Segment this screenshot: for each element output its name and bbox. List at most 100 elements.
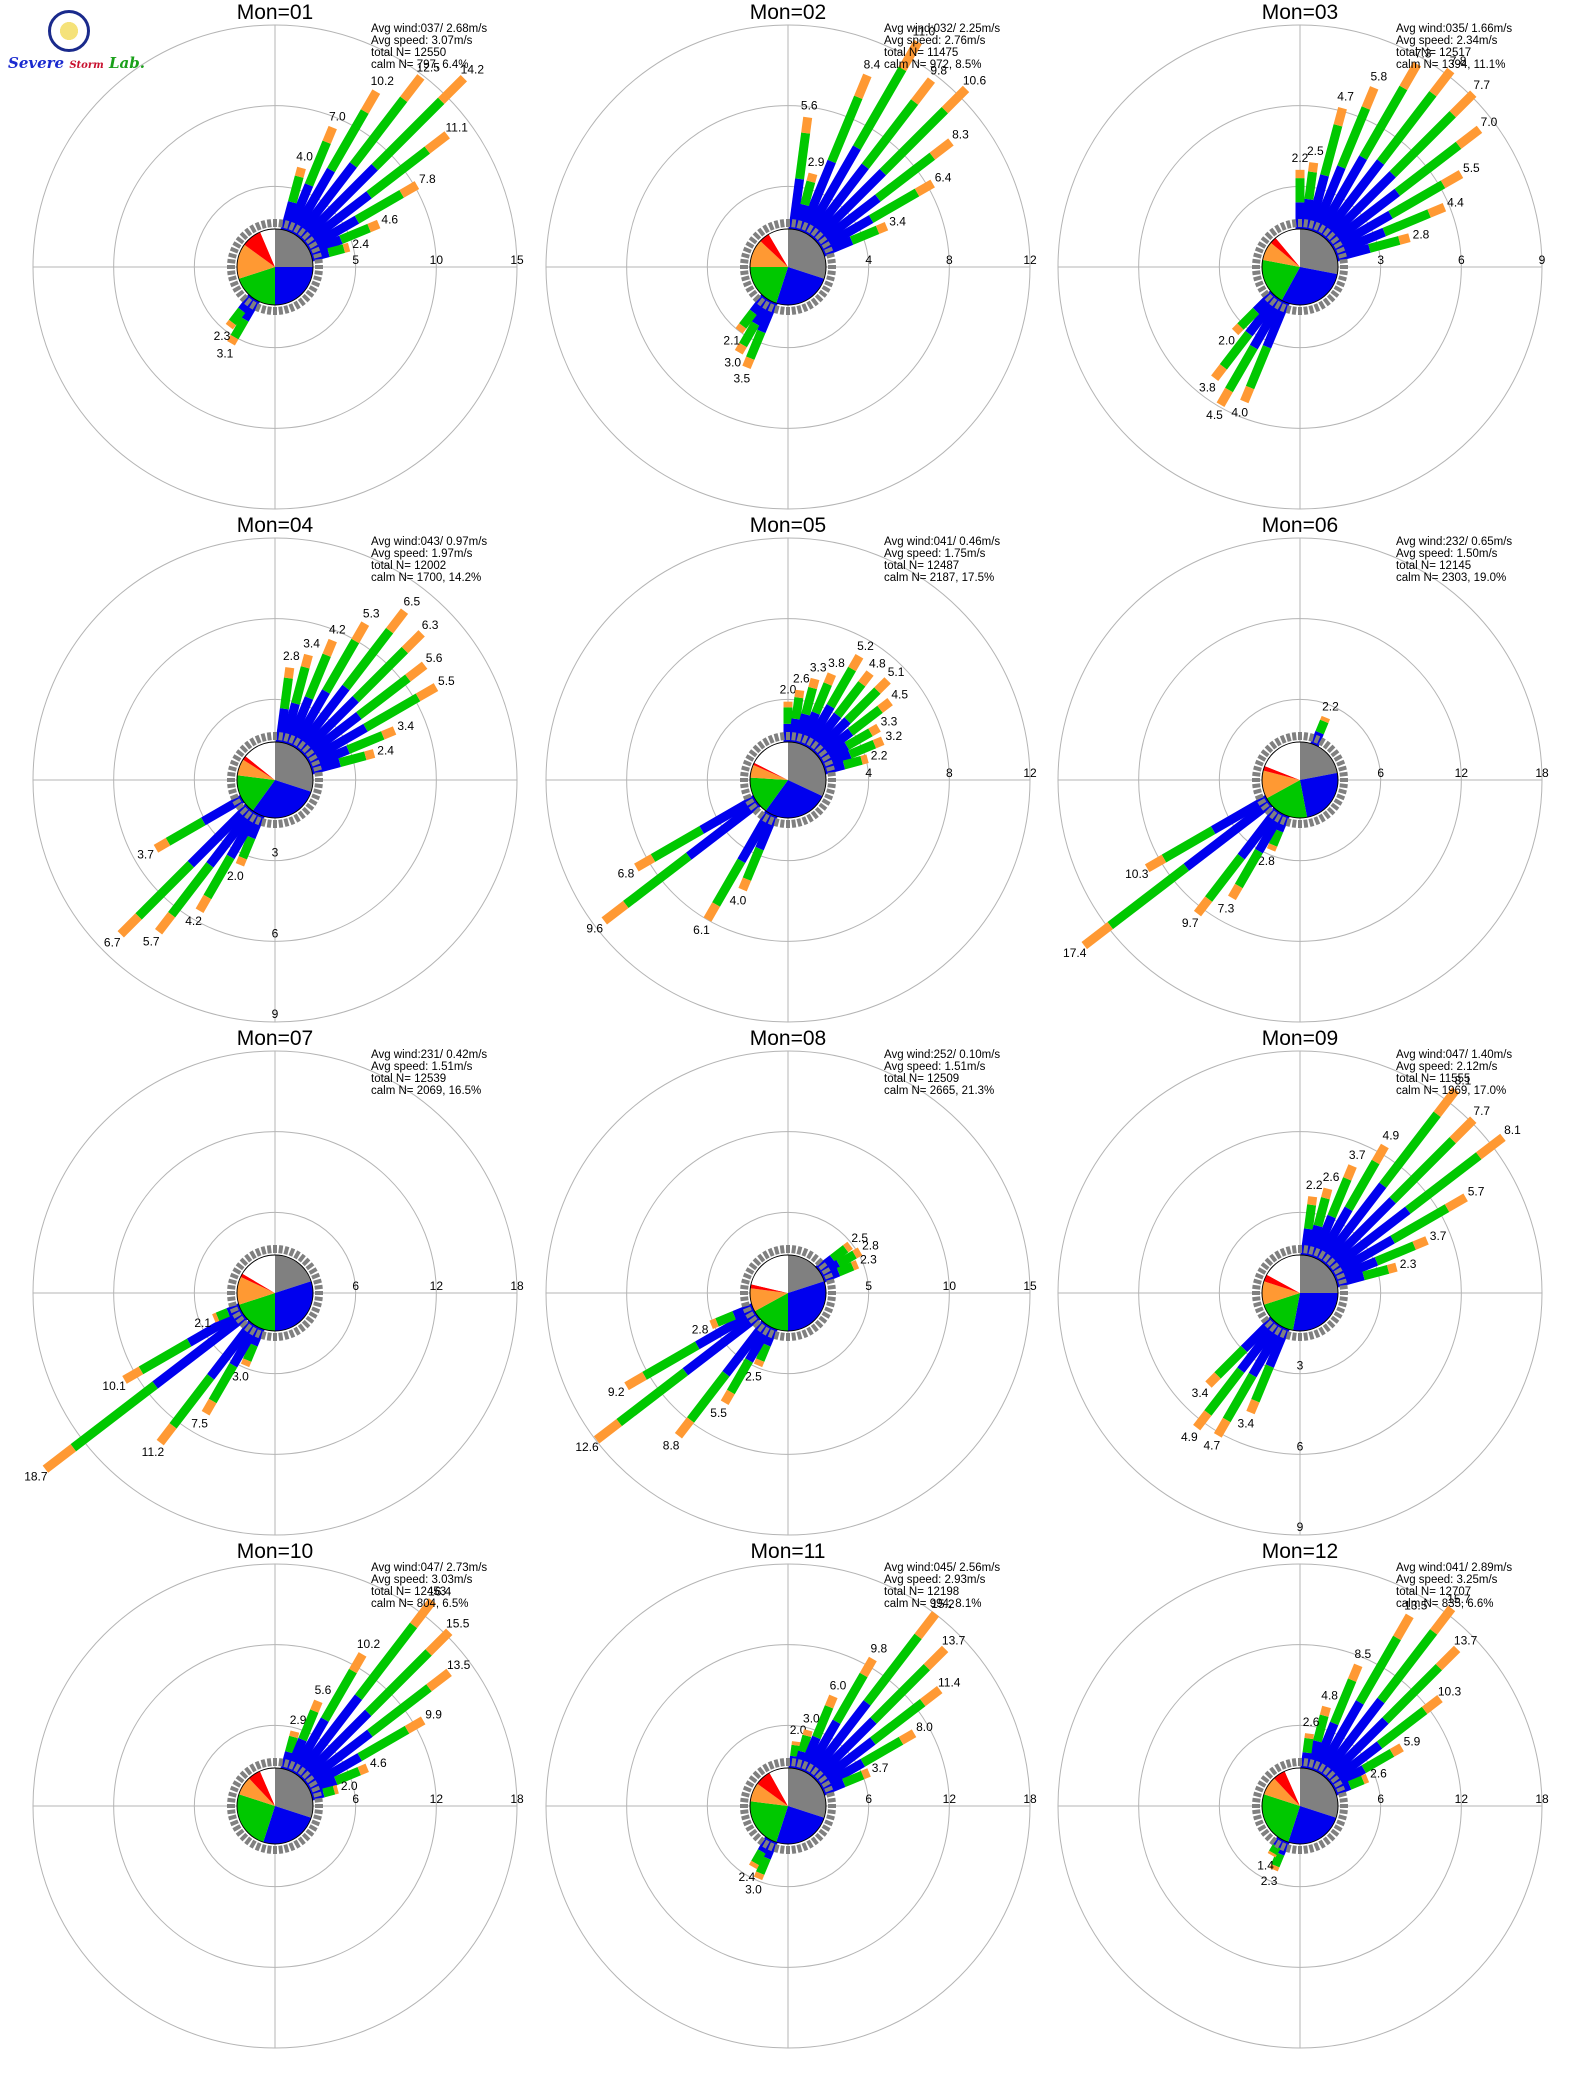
wind-bar-segment <box>801 686 817 716</box>
ring-label: 12 <box>943 1792 957 1806</box>
bar-label: 3.0 <box>724 356 741 370</box>
wind-bar <box>302 1668 452 1787</box>
stats-line: total N= 12145 <box>1396 560 1471 572</box>
minor-bar <box>1285 733 1292 742</box>
minor-bar <box>1336 793 1346 801</box>
pie-slice <box>275 1255 312 1293</box>
minor-bar <box>1339 1284 1348 1290</box>
wind-bar-segment <box>1405 1152 1482 1214</box>
bar-label: 12.6 <box>575 1440 599 1454</box>
minor-bar <box>1326 1319 1336 1329</box>
pie-slice <box>252 780 312 819</box>
wind-bar-segment <box>1214 1345 1248 1379</box>
minor-bar <box>1322 1323 1331 1333</box>
pie-slice <box>237 759 275 780</box>
wind-bar-segment <box>302 191 372 248</box>
wind-bar-segment <box>289 1730 300 1739</box>
ring-label: 6 <box>1297 1439 1304 1453</box>
wind-bar-segment <box>169 1374 215 1429</box>
minor-bar <box>1330 289 1340 298</box>
ring-label: 6 <box>1377 1792 1384 1806</box>
pie-slice <box>750 764 788 780</box>
wind-bar-segment <box>1368 236 1401 253</box>
minor-bar <box>741 1791 750 1798</box>
wind-bar-segment <box>1327 1177 1352 1219</box>
minor-bar <box>752 744 762 754</box>
pie-slice <box>244 232 275 267</box>
wind-bar-segment <box>1343 1164 1357 1181</box>
minor-bar <box>254 1760 262 1770</box>
minor-bar <box>249 1250 257 1260</box>
wind-bar <box>798 73 872 234</box>
bar-label: 5.2 <box>857 639 874 653</box>
stats-line: total N= 12550 <box>371 47 446 59</box>
bar-label: 2.3 <box>1261 1874 1278 1888</box>
minor-bar <box>810 1253 819 1263</box>
minor-bar <box>740 1809 749 1815</box>
minor-bar <box>311 246 321 254</box>
bar-label: 17.4 <box>1063 946 1087 960</box>
minor-bar <box>1285 305 1292 314</box>
minor-bar <box>821 754 831 762</box>
minor-bar <box>1313 1842 1321 1852</box>
chart-title: Mon=08 <box>750 1027 826 1050</box>
minor-bar <box>239 1770 249 1780</box>
stats-line: calm N= 2665, 21.3% <box>884 1085 994 1097</box>
minor-bar <box>1333 1267 1343 1275</box>
wind-bar <box>1319 1087 1460 1266</box>
minor-bar <box>1260 289 1270 298</box>
minor-bar <box>752 1257 762 1267</box>
pie-slice <box>240 1273 275 1293</box>
wind-bar-segment <box>346 731 385 754</box>
wind-bar-segment <box>847 705 883 736</box>
ring-label: 12 <box>430 1792 444 1806</box>
wind-bar <box>1240 300 1290 404</box>
minor-bar <box>232 1311 242 1319</box>
wind-bar-segment <box>872 736 885 749</box>
stats-line: Avg wind:041/ 2.89m/s <box>1396 1562 1512 1574</box>
minor-bar <box>1254 280 1264 288</box>
wind-bar-segment <box>1305 174 1329 232</box>
minor-bar <box>229 1785 239 1793</box>
minor-bar <box>1279 1329 1287 1339</box>
wind-bar-segment <box>1361 1748 1395 1774</box>
minor-bar <box>260 1759 267 1768</box>
wind-bar-segment <box>1347 1775 1365 1790</box>
wind-bar <box>601 799 761 925</box>
wind-bar <box>1216 297 1285 407</box>
bar-label: 3.0 <box>803 1712 820 1726</box>
minor-bar <box>301 744 311 754</box>
minor-bar <box>767 816 775 826</box>
minor-bar <box>1326 1832 1336 1842</box>
minor-bar <box>297 1766 306 1776</box>
minor-bar <box>1274 300 1282 310</box>
wind-bar-segment <box>327 244 346 258</box>
stats-line: Avg wind:047/ 1.40m/s <box>1396 1049 1512 1061</box>
wind-bar-segment <box>1193 1410 1212 1431</box>
bar-label: 2.0 <box>227 869 244 883</box>
wind-bar <box>195 810 260 913</box>
minor-bar <box>227 783 236 789</box>
minor-bar <box>827 783 836 789</box>
minor-bar <box>1269 1766 1278 1776</box>
minor-bar <box>757 227 766 237</box>
wind-bar-segment <box>1319 1705 1331 1717</box>
bar-label: 10.2 <box>357 1637 381 1651</box>
minor-bar <box>801 1329 809 1339</box>
wind-bar-segment <box>798 159 836 234</box>
wind-bar-segment <box>339 223 371 244</box>
wind-rose-1: 5 10 15 7.0 10.2 12.5 14.2 11.1 7.8 4.6 2.4 4.0 3.1 2… <box>32 1 524 510</box>
minor-bar <box>791 306 797 315</box>
ring-label: 8 <box>946 766 953 780</box>
bar-label: 4.7 <box>1337 90 1354 104</box>
wind-bar-segment <box>300 653 313 669</box>
ring-label: 5 <box>352 253 359 267</box>
pie-slice <box>751 1255 788 1293</box>
wind-bar <box>294 1598 436 1779</box>
minor-bar <box>1269 1836 1278 1846</box>
minor-bar <box>314 258 323 264</box>
wind-bar-segment <box>364 749 376 761</box>
wind-bar-segment <box>400 74 425 102</box>
wind-bar-segment <box>923 1645 949 1671</box>
wind-bar-segment <box>746 329 766 360</box>
